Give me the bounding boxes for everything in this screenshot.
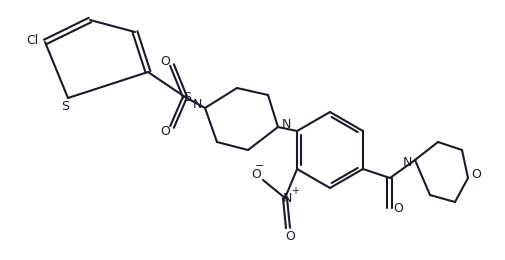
Text: N: N [282, 192, 292, 205]
Text: O: O [160, 125, 170, 138]
Text: +: + [291, 186, 299, 196]
Text: N: N [402, 157, 412, 170]
Text: N: N [281, 118, 291, 131]
Text: S: S [183, 90, 191, 103]
Text: −: − [256, 161, 265, 171]
Text: O: O [251, 168, 261, 181]
Text: N: N [192, 98, 201, 110]
Text: O: O [285, 230, 295, 243]
Text: Cl: Cl [26, 34, 38, 47]
Text: O: O [160, 55, 170, 68]
Text: O: O [393, 202, 403, 214]
Text: S: S [61, 100, 69, 113]
Text: O: O [471, 168, 481, 181]
